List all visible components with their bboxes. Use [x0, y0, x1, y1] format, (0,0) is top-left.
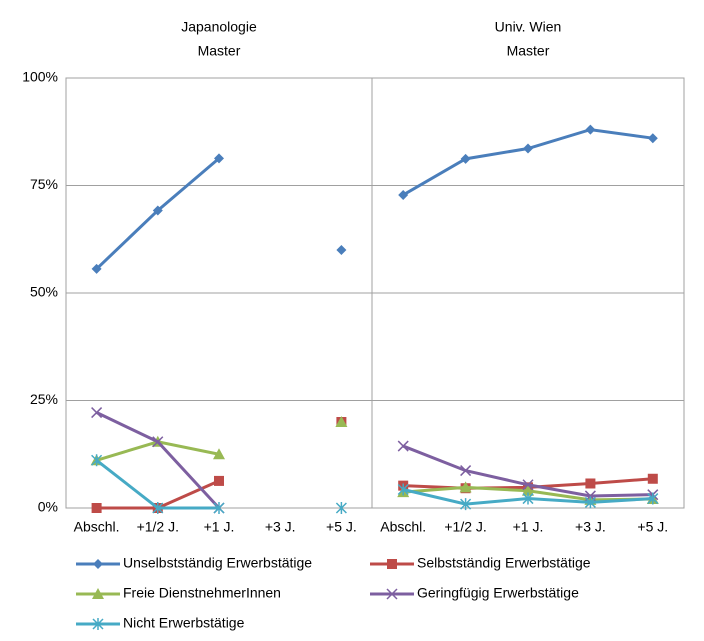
legend-item: Selbstständig Erwerbstätige [370, 555, 591, 571]
data-point [585, 124, 596, 135]
data-point [91, 503, 102, 513]
data-point [585, 478, 596, 489]
x-tick-label: +1 J. [513, 519, 544, 535]
legend-item: Unselbstständig Erwerbstätige [76, 555, 312, 571]
data-point [214, 153, 224, 164]
data-point [214, 475, 224, 486]
legend-marker [387, 559, 397, 569]
data-point [522, 492, 534, 505]
data-point [460, 498, 472, 511]
data-point [523, 143, 533, 154]
panel-title: Master [507, 43, 550, 59]
legend-label: Freie DienstnehmerInnen [123, 585, 281, 601]
legend-label: Unselbstständig Erwerbstätige [123, 555, 312, 571]
panel-title: Univ. Wien [495, 19, 562, 35]
data-point [91, 407, 103, 419]
data-point [459, 481, 472, 493]
data-point [213, 502, 225, 514]
panel-title: Japanologie [181, 19, 257, 35]
legend-label: Selbstständig Erwerbstätige [417, 555, 591, 571]
x-tick-label: +3 J. [265, 519, 296, 535]
x-tick-label: +1 J. [204, 519, 235, 535]
legend-marker [92, 588, 104, 599]
legend-item: Geringfügig Erwerbstätige [370, 585, 579, 601]
panel-title: Master [198, 43, 241, 59]
data-point [460, 153, 471, 164]
legend-label: Nicht Erwerbstätige [123, 615, 245, 631]
y-tick-label: 50% [30, 284, 58, 300]
y-tick-label: 0% [38, 499, 58, 515]
y-tick-label: 100% [22, 69, 58, 85]
plot-border [65, 77, 685, 509]
data-point [397, 483, 409, 496]
y-tick-label: 75% [30, 176, 58, 192]
x-tick-label: +1/2 J. [137, 519, 179, 535]
data-point [91, 263, 102, 274]
data-point [336, 245, 347, 255]
data-point [647, 133, 658, 144]
data-point [398, 189, 409, 200]
data-point [522, 479, 534, 491]
data-point [335, 416, 348, 427]
x-tick-label: +5 J. [637, 519, 668, 535]
x-tick-label: Abschl. [74, 519, 120, 535]
legend-item: Freie DienstnehmerInnen [76, 585, 281, 601]
series-line [95, 411, 221, 510]
data-point [647, 473, 658, 484]
series-line [97, 422, 342, 508]
data-point [152, 436, 164, 448]
data-point [213, 448, 225, 460]
legend-marker [386, 588, 398, 600]
x-tick-label: Abschl. [380, 519, 426, 535]
data-point [584, 496, 596, 509]
legend-marker [93, 559, 103, 569]
data-point [397, 440, 409, 452]
y-tick-label: 25% [30, 391, 58, 407]
x-tick-label: +3 J. [575, 519, 606, 535]
series-line [97, 158, 342, 269]
legend-marker [92, 618, 104, 630]
data-point [522, 484, 534, 496]
legend-label: Geringfügig Erwerbstätige [417, 585, 579, 601]
data-point [152, 205, 163, 216]
data-point [647, 492, 659, 505]
data-point [460, 465, 472, 477]
data-point [335, 502, 347, 514]
x-tick-label: +1/2 J. [444, 519, 486, 535]
data-point [91, 454, 103, 467]
x-tick-label: +5 J. [326, 519, 357, 535]
data-point [152, 502, 164, 514]
